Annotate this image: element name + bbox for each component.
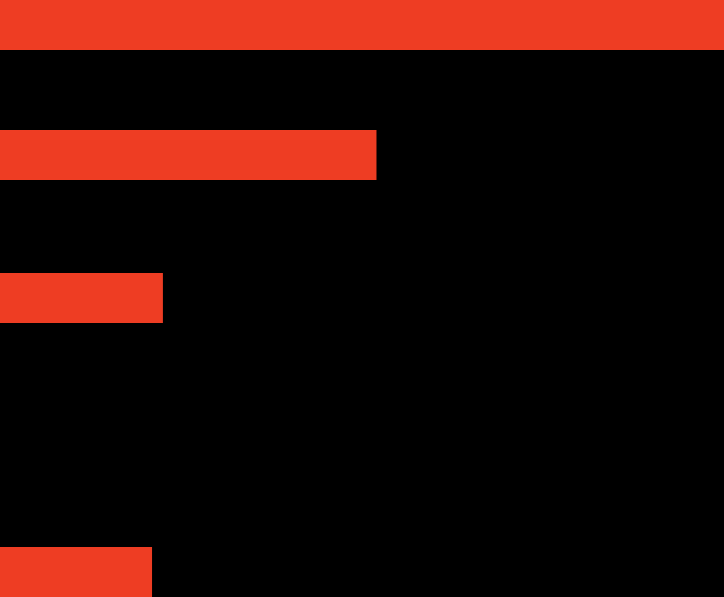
bar-2: [0, 273, 163, 323]
horizontal-bar-chart: [0, 0, 724, 597]
bar-1: [0, 130, 376, 180]
bar-0: [0, 0, 724, 50]
bar-3: [0, 547, 152, 597]
